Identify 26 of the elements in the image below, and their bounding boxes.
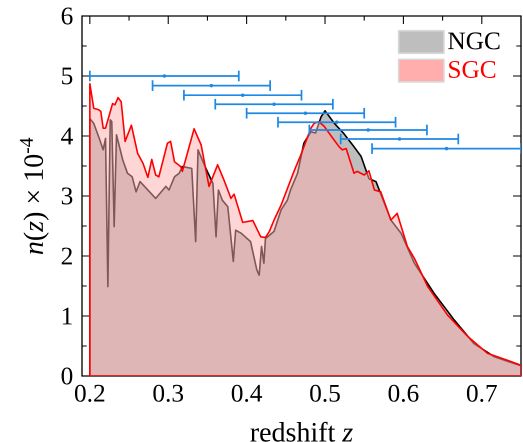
- y-tick-label: 2: [62, 248, 72, 264]
- y-tick-label: 1: [62, 308, 72, 324]
- legend-label: SGC: [449, 60, 496, 78]
- x-axis-title: redshift z: [250, 422, 353, 442]
- y-tick-label: 4: [61, 128, 73, 144]
- y-tick-label: 6: [62, 7, 73, 25]
- y-tick-label: 5: [62, 68, 72, 84]
- point: [162, 74, 166, 78]
- x-tick-label: 0.5: [310, 384, 340, 402]
- x-tick-label: 0.3: [153, 384, 184, 402]
- point: [366, 128, 370, 132]
- y-tick-label: 0: [62, 367, 72, 385]
- x-tick-label: 0.7: [466, 384, 497, 402]
- point: [210, 84, 214, 88]
- point: [335, 120, 339, 124]
- x-tick-label: 0.6: [388, 384, 418, 402]
- legend-label: NGC: [448, 32, 500, 50]
- point: [304, 111, 308, 115]
- x-tick-label: 0.2: [74, 384, 104, 402]
- x-tick-label: 0.4: [232, 384, 262, 402]
- point: [272, 102, 276, 106]
- y-axis-title: n(z) × 10$^{-4}$: [20, 138, 49, 254]
- y-tick-label: 3: [62, 187, 72, 205]
- point: [240, 93, 244, 97]
- point: [398, 137, 402, 141]
- point: [444, 146, 448, 150]
